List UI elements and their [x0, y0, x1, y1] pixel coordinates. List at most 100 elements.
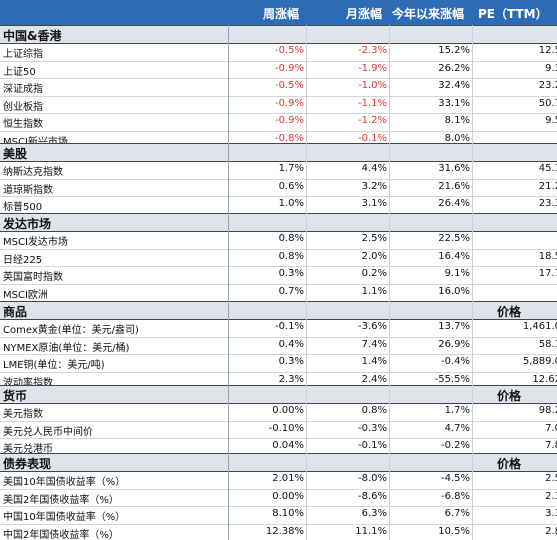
table-header: 周涨幅 月涨幅 今年以来涨幅 PE（TTM）: [0, 0, 557, 25]
cell-month: 7.4%: [361, 338, 387, 350]
table-row: 上证综指 -0.5% -2.3% 15.2% 12.5: [0, 43, 557, 62]
cell-pe: 2.5: [545, 473, 557, 484]
cell-ytd: 6.7%: [444, 508, 470, 519]
row-name: LME铜(单位：美元/吨): [3, 360, 105, 371]
cell-month: -1.1%: [357, 97, 387, 109]
table-row: 道琼斯指数 0.6% 3.2% 21.6% 21.2: [0, 179, 557, 197]
cell-ytd: 26.9%: [438, 338, 470, 350]
cell-month: 4.4%: [361, 163, 387, 174]
section-header: 商品 价格: [0, 301, 557, 320]
cell-pe: 98.2: [538, 405, 557, 416]
table-row: 美元兑人民币中间价 -0.10% -0.3% 4.7% 7.0: [0, 421, 557, 439]
header-week: 周涨幅: [263, 7, 300, 21]
cell-month: 3.1%: [361, 198, 387, 209]
section-header: 美股: [0, 143, 557, 162]
cell-ytd: -55.5%: [434, 373, 470, 385]
table-row: 中国2年国债收益率（%） 12.38% 11.1% 10.5% 2.8: [0, 524, 557, 540]
cell-week: 0.7%: [278, 285, 304, 297]
cell-week: -0.8%: [274, 132, 304, 144]
section-title: 货币: [3, 389, 28, 403]
section-title: 商品: [3, 305, 28, 319]
cell-month: -8.6%: [357, 490, 387, 502]
cell-week: 8.10%: [272, 508, 304, 519]
cell-month: 1.1%: [361, 285, 387, 297]
cell-pe: 2.3: [545, 490, 557, 502]
cell-week: 2.01%: [272, 473, 304, 484]
row-name: 上证50: [3, 66, 36, 78]
cell-month: 2.0%: [361, 250, 387, 262]
cell-pe: 23.2: [538, 80, 557, 91]
cell-ytd: 9.1%: [444, 268, 470, 279]
row-name: 日经225: [3, 254, 43, 266]
cell-week: -0.9%: [274, 115, 304, 126]
cell-week: -0.5%: [274, 45, 304, 56]
cell-month: -0.3%: [357, 422, 387, 434]
cell-week: 0.04%: [272, 440, 304, 451]
cell-month: 2.4%: [361, 373, 387, 385]
cell-week: 0.8%: [278, 250, 304, 262]
cell-week: -0.5%: [274, 80, 304, 91]
cell-month: 3.2%: [361, 180, 387, 192]
section-title: 中国&香港: [3, 29, 62, 43]
table-row: 美国10年国债收益率（%） 2.01% -8.0% -4.5% 2.5: [0, 471, 557, 490]
cell-ytd: 1.7%: [444, 405, 470, 416]
section-title: 美股: [3, 147, 28, 161]
cell-week: 1.0%: [278, 198, 304, 209]
cell-pe: 7.8: [545, 440, 557, 451]
cell-ytd: 21.6%: [438, 180, 470, 192]
table-row: 美国2年国债收益率（%） 0.00% -8.6% -6.8% 2.3: [0, 489, 557, 507]
cell-ytd: 10.5%: [438, 525, 470, 537]
cell-pe: 18.5: [538, 250, 557, 262]
row-name: 美国10年国债收益率（%）: [3, 477, 126, 488]
cell-pe: 9.3: [545, 62, 557, 74]
cell-ytd: -4.5%: [440, 473, 470, 484]
header-pe: PE（TTM）: [478, 7, 548, 21]
cell-pe: 23.3: [538, 198, 557, 209]
cell-pe: 17.7: [538, 268, 557, 279]
cell-pe: 2.8: [545, 525, 557, 537]
cell-pe: 1,461.0: [522, 321, 557, 332]
cell-week: 0.8%: [278, 233, 304, 244]
section-price-label: 价格: [497, 389, 522, 403]
cell-month: 2.5%: [361, 233, 387, 244]
row-name: 中国10年国债收益率（%）: [3, 512, 126, 523]
section-header: 中国&香港: [0, 25, 557, 44]
table-row: 深证成指 -0.5% -1.0% 32.4% 23.2: [0, 78, 557, 97]
cell-month: -2.3%: [357, 45, 387, 56]
cell-pe: 12.62: [532, 373, 557, 385]
cell-ytd: 26.2%: [438, 62, 470, 74]
table-row: LME铜(单位：美元/吨) 0.3% 1.4% -0.4% 5,889.0: [0, 354, 557, 373]
cell-month: -0.1%: [357, 132, 387, 144]
cell-month: -3.6%: [357, 321, 387, 332]
cell-week: -0.10%: [268, 422, 304, 434]
column-divider: [472, 25, 473, 540]
row-name: 英国富时指数: [3, 272, 63, 283]
cell-pe: 45.1: [538, 163, 557, 174]
cell-ytd: 4.7%: [444, 422, 470, 434]
table-row: 英国富时指数 0.3% 0.2% 9.1% 17.7: [0, 266, 557, 285]
cell-week: 0.3%: [278, 356, 304, 367]
column-divider: [389, 25, 390, 540]
section-header: 发达市场: [0, 213, 557, 232]
cell-pe: 58.1: [538, 338, 557, 350]
cell-week: 1.7%: [278, 163, 304, 174]
row-name: 美元兑人民币中间价: [3, 426, 93, 438]
row-name: MSCI发达市场: [3, 237, 68, 248]
cell-week: 0.00%: [272, 405, 304, 416]
row-name: 标普500: [3, 202, 43, 213]
cell-week: -0.9%: [274, 97, 304, 109]
table-row: 上证50 -0.9% -1.9% 26.2% 9.3: [0, 61, 557, 79]
row-name: MSCI欧洲: [3, 289, 48, 301]
section-title: 债券表现: [3, 457, 52, 471]
row-name: 波动率指数: [3, 377, 53, 389]
row-name: 美元指数: [3, 409, 43, 420]
section-title: 发达市场: [3, 217, 52, 231]
section-header: 货币 价格: [0, 385, 557, 404]
cell-ytd: 22.5%: [438, 233, 470, 244]
cell-ytd: 15.2%: [438, 45, 470, 56]
table-row: 标普500 1.0% 3.1% 26.4% 23.3: [0, 196, 557, 215]
row-name: NYMEX原油(单位：美元/桶): [3, 342, 130, 354]
section-price-label: 价格: [497, 457, 522, 471]
cell-pe: 7.0: [545, 422, 557, 434]
